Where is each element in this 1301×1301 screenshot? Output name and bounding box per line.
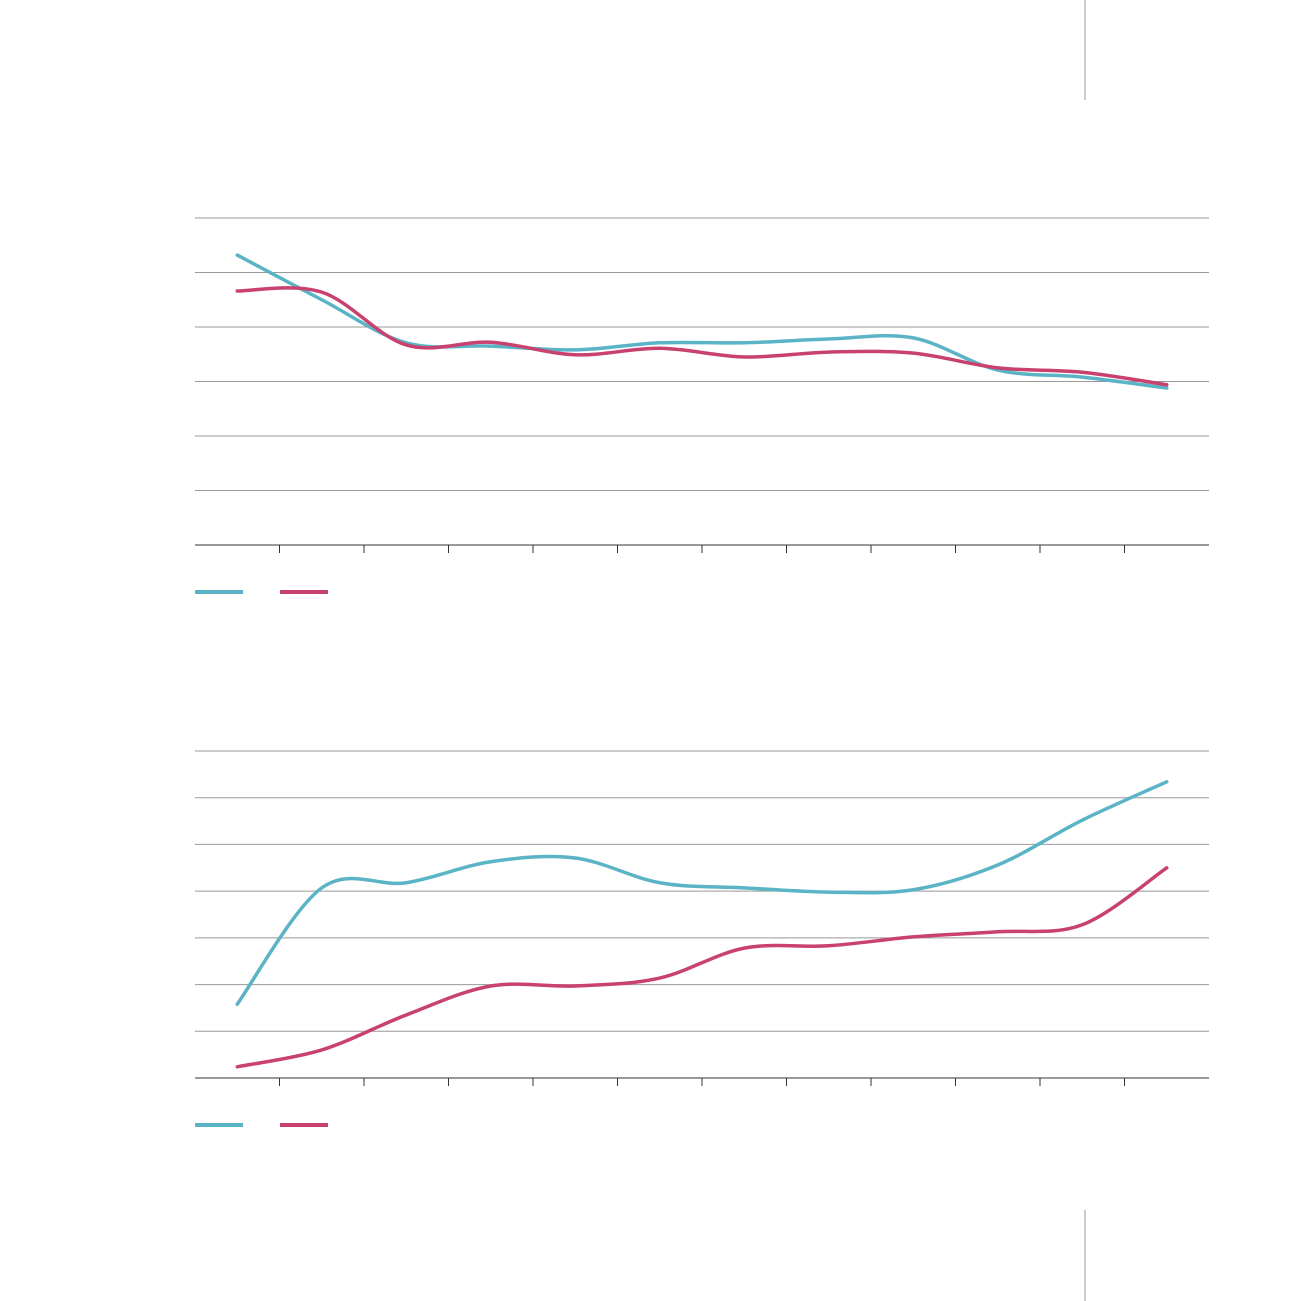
series-line — [235, 286, 1169, 387]
series-line — [235, 866, 1169, 1069]
series-line — [235, 780, 1169, 1006]
